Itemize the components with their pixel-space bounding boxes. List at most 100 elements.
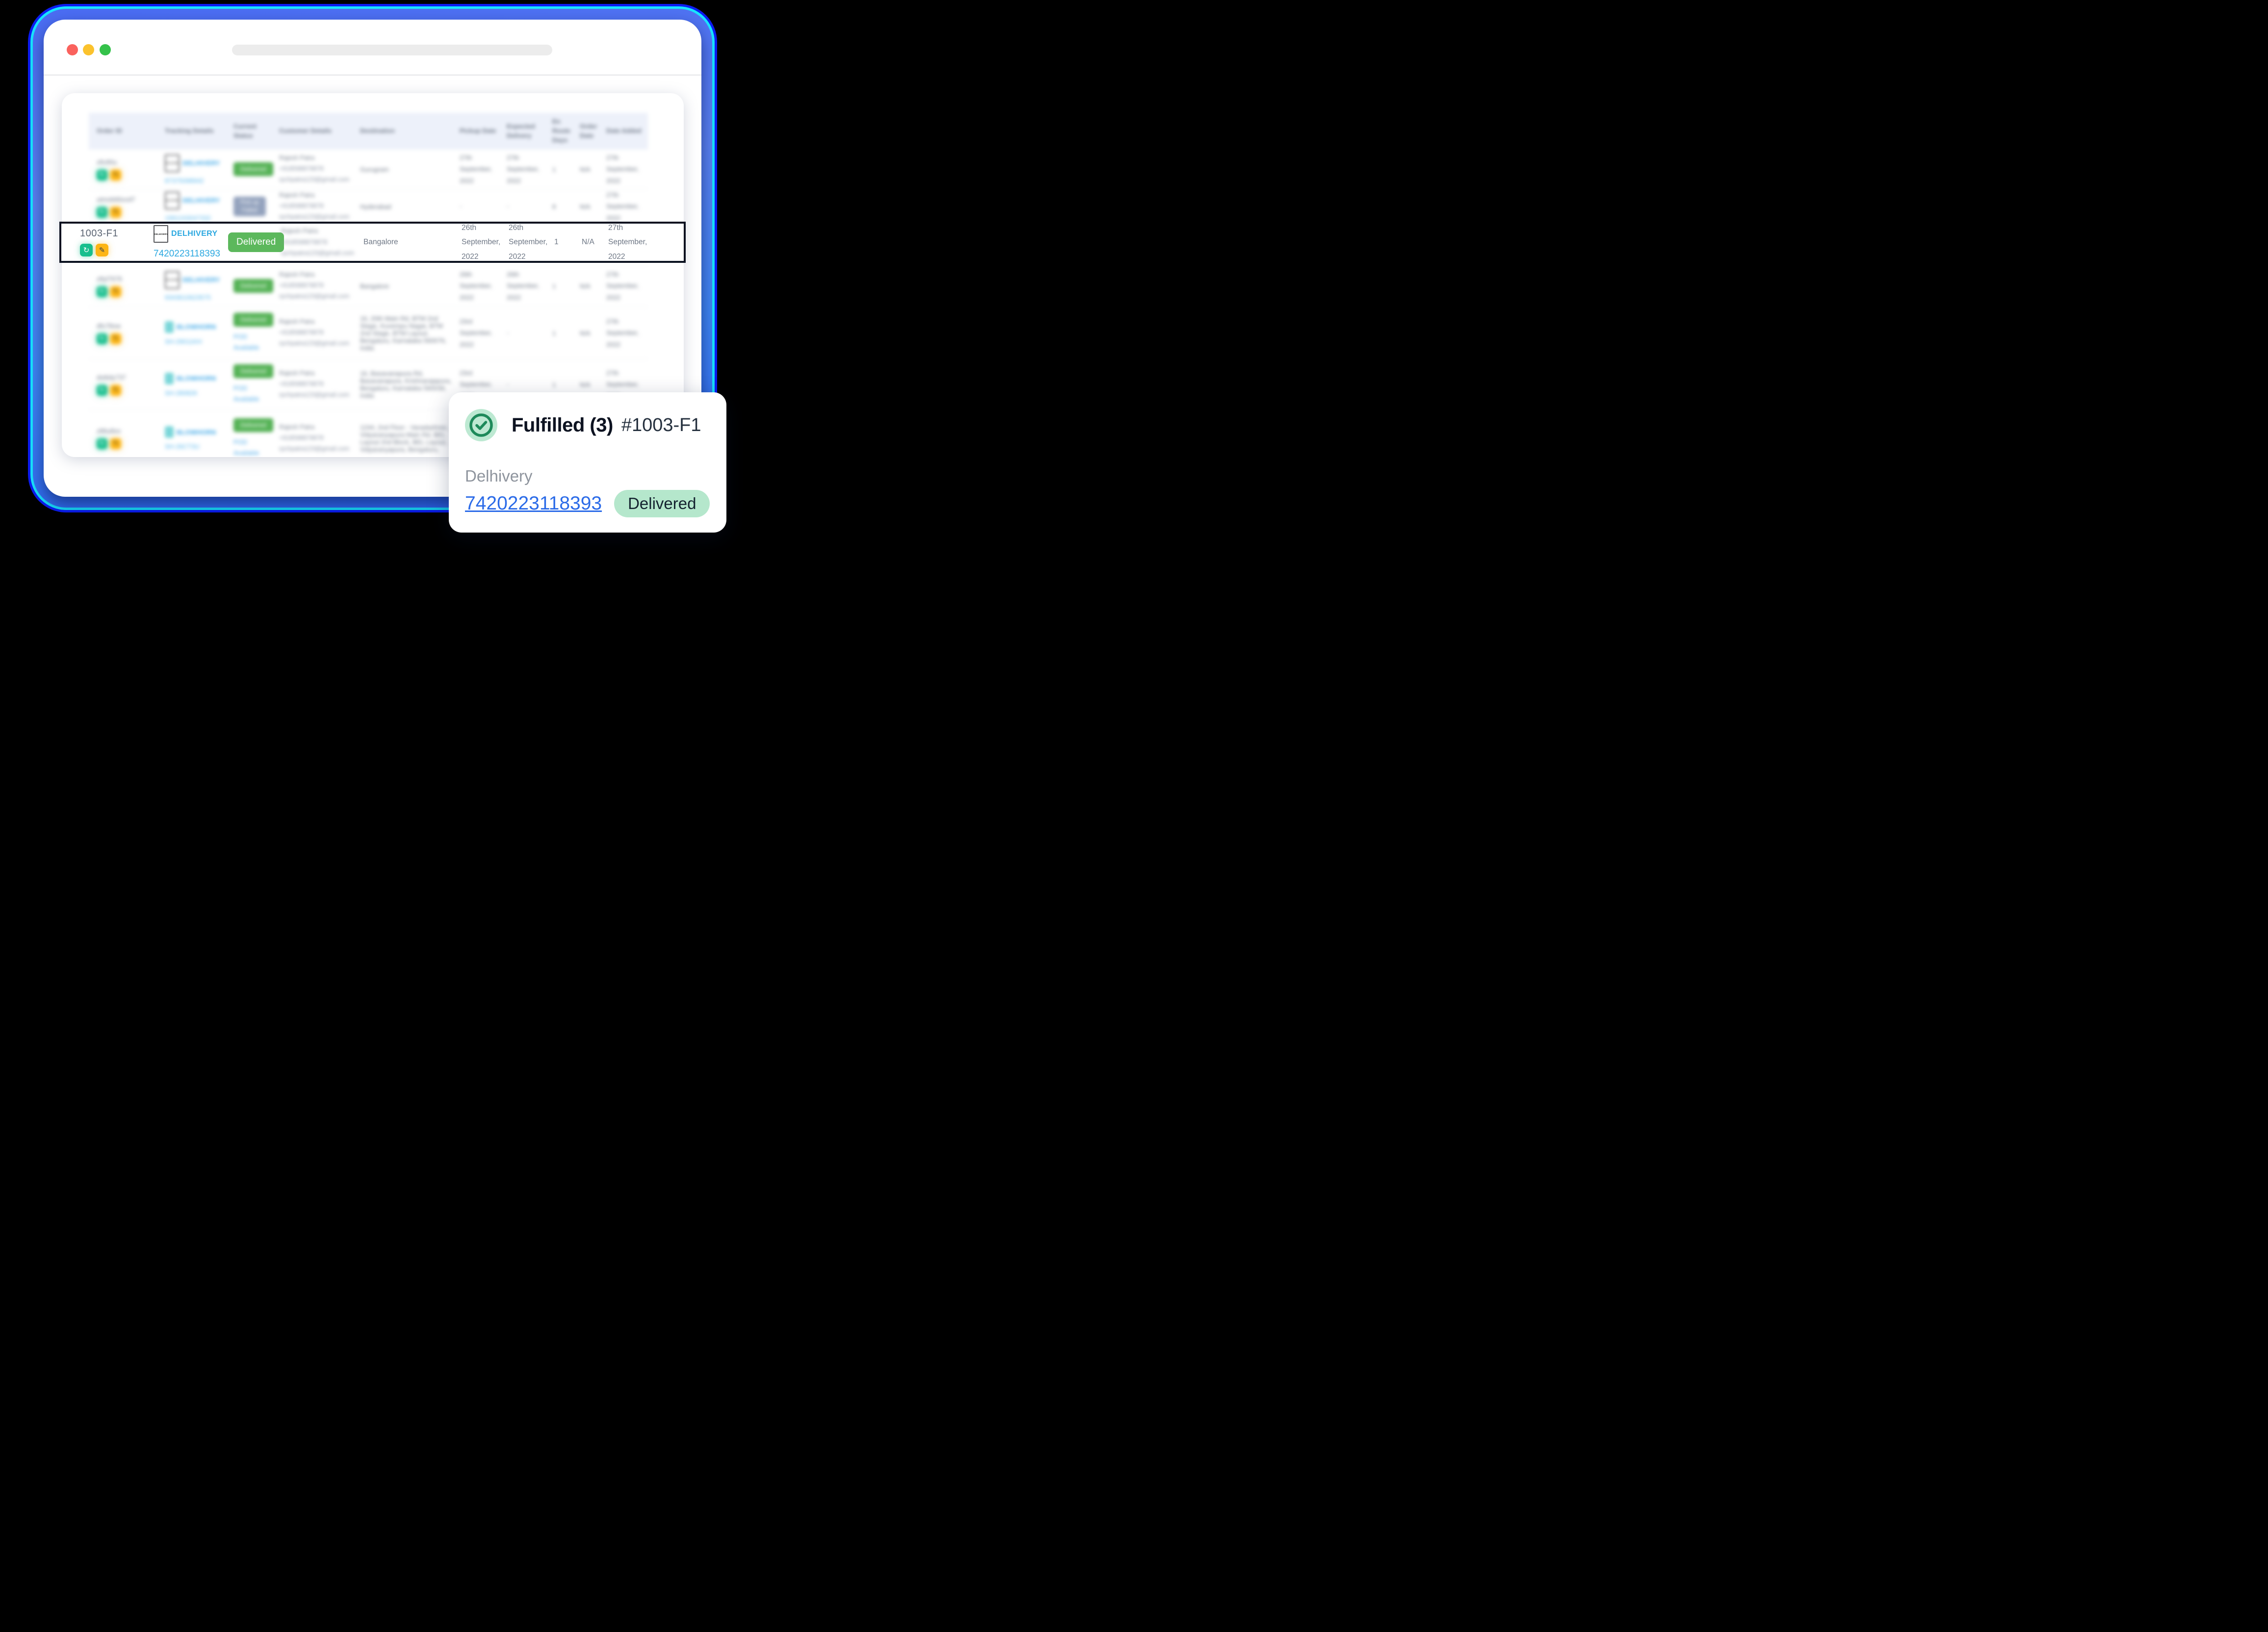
traffic-light-minimize-icon[interactable]: [83, 44, 94, 55]
order-cell: dst6dy737 ↻ ✎: [89, 374, 165, 396]
carrier-name-link[interactable]: DELHIVERY: [182, 159, 220, 167]
customer-phone: +918598879878: [279, 165, 324, 173]
column-header: Order Date: [580, 122, 597, 139]
tracking-cell: BLOWHORN SH-28082K: [165, 372, 233, 397]
status-badge: Delivered: [233, 418, 273, 432]
carrier-line: BLOWHORN: [165, 321, 229, 333]
order-id: dst6dy737: [97, 373, 126, 381]
tracking-link[interactable]: SH-28082K: [165, 389, 198, 397]
carrier-name-link[interactable]: DELHIVERY: [182, 197, 220, 204]
order-id: utmob66xod7: [97, 195, 135, 203]
carrier-name-link[interactable]: BLOWHORN: [177, 428, 216, 436]
table-row: xfiv90u ↻ ✎ DELHIVERY DELHIVERY 87375098942 De…: [89, 150, 648, 189]
status-badge: Delivered: [233, 364, 273, 379]
tracking-link[interactable]: SH-26CT3U: [165, 443, 200, 451]
tracking-link[interactable]: 87375098942: [165, 177, 204, 184]
customer-name: Rajesh Patra: [279, 192, 315, 199]
refresh-icon: ↻: [99, 440, 105, 448]
refresh-button[interactable]: ↻: [97, 333, 107, 344]
column-header: Date Added: [606, 127, 642, 135]
popup-tracking-link[interactable]: 7420223118393: [465, 493, 602, 514]
pencil-icon: ✎: [113, 440, 119, 448]
table-header-row: Order ID Tracking Details Current Status Cu…: [89, 113, 648, 150]
customer-phone: +918598879878: [279, 282, 324, 289]
destination-cell: 1244, 2nd Floor - Varadashree, Vidyarany…: [360, 423, 448, 453]
customer-cell: Rajesh Patra +918598879878 rpchpatra123@gm…: [279, 368, 360, 401]
expected-delivery-cell: 27th September, 2022: [507, 153, 540, 184]
edit-button[interactable]: ✎: [110, 206, 121, 218]
table-row: dfo78ow ↻ ✎ BLOWHORN SH-29011KH Delivered POD …: [89, 306, 648, 359]
column-header: Pickup Date: [460, 127, 496, 135]
pencil-icon: ✎: [113, 287, 119, 295]
edit-button[interactable]: ✎: [110, 286, 121, 297]
customer-phone: +918598879878: [281, 238, 328, 246]
refresh-button[interactable]: ↻: [97, 169, 107, 180]
order-date-cell: N/A: [580, 329, 591, 337]
order-id: z86u8zo: [97, 427, 121, 435]
pencil-icon: ✎: [113, 386, 119, 394]
tracking-cell: DELHIVERY DELHIVERY 9343610623575: [165, 271, 233, 301]
popup-status-pill: Delivered: [614, 490, 710, 517]
edit-button[interactable]: ✎: [110, 438, 121, 450]
customer-name: Rajesh Patra: [281, 227, 318, 234]
destination-cell: Gurugram: [360, 165, 389, 173]
order-cell: xfiv90u ↻ ✎: [89, 158, 165, 180]
pod-link[interactable]: POD Available: [233, 438, 259, 457]
pod-link[interactable]: POD Available: [233, 333, 259, 352]
order-cell: utmob66xod7 ↻ ✎: [89, 196, 165, 218]
status-cell: Delivered: [233, 162, 279, 176]
tracking-cell: BLOWHORN SH-26CT3U: [165, 426, 233, 450]
blowhorn-logo-icon: [165, 321, 174, 333]
tracking-cell: BLOWHORN SH-29011KH: [165, 321, 233, 345]
carrier-name-link[interactable]: BLOWHORN: [177, 375, 216, 382]
tracking-link[interactable]: 7420223118393: [154, 249, 220, 259]
carrier-line: BLOWHORN: [165, 372, 229, 384]
pickup-date-cell: 23rd September, 2022: [460, 318, 492, 348]
tracking-link[interactable]: 9343610623575: [165, 293, 211, 301]
edit-button[interactable]: ✎: [110, 384, 121, 396]
tracking-cell: DELHIVERY DELHIVERY 1991243047332: [165, 191, 233, 222]
traffic-light-close-icon[interactable]: [67, 44, 78, 55]
pencil-icon: ✎: [99, 246, 105, 255]
date-added-cell: 27th September, 2022: [606, 318, 639, 348]
customer-cell: Rajesh Patra +918598879878 rpchpatra123@gm…: [279, 317, 360, 349]
carrier-name-link[interactable]: DELHIVERY: [171, 230, 218, 238]
carrier-name-link[interactable]: DELHIVERY: [182, 276, 220, 284]
address-bar[interactable]: [232, 45, 552, 55]
order-id: dfo78ow: [97, 322, 121, 330]
edit-button[interactable]: ✎: [110, 169, 121, 180]
refresh-button[interactable]: ↻: [97, 438, 107, 450]
en-route-days-cell: 1: [552, 282, 556, 290]
refresh-button[interactable]: ↻: [97, 384, 107, 396]
blowhorn-logo-icon: [165, 372, 174, 384]
pod-link[interactable]: POD Available: [233, 384, 259, 403]
row-actions: ↻✎: [80, 244, 149, 256]
refresh-icon: ↻: [99, 287, 105, 295]
delhivery-logo: DELHIVERY: [165, 191, 180, 209]
refresh-button[interactable]: ↻: [97, 286, 107, 297]
carrier-name-link[interactable]: BLOWHORN: [177, 323, 216, 331]
status-cell: Delivered POD Available: [233, 418, 279, 457]
tracking-cell: DELHIVERY DELHIVERY 87375098942: [165, 154, 233, 184]
date-added-cell: 27th September, 2022: [606, 191, 639, 222]
customer-name: Rajesh Patra: [279, 423, 315, 431]
refresh-button[interactable]: ↻: [80, 244, 93, 256]
customer-name: Rajesh Patra: [279, 318, 315, 326]
refresh-button[interactable]: ↻: [97, 206, 107, 218]
tracking-link[interactable]: 1991243047332: [165, 214, 211, 222]
traffic-light-zoom-icon[interactable]: [100, 44, 111, 55]
row-actions: ↻✎: [97, 384, 160, 396]
edit-button[interactable]: ✎: [110, 333, 121, 344]
order-date-cell: N/A: [580, 381, 591, 388]
edit-button[interactable]: ✎: [96, 244, 108, 256]
tracking-link[interactable]: SH-29011KH: [165, 337, 202, 345]
order-date-cell: N/A: [582, 238, 594, 246]
pickup-date-cell: 26th September, 2022: [462, 223, 501, 261]
order-cell: 1003-F1↻✎: [80, 228, 154, 256]
highlighted-row: 1003-F1 ↻ ✎ DELHIVERY DELHIVERY 7420223118393…: [59, 222, 686, 263]
column-header: Tracking Details: [165, 127, 214, 135]
status-badge: Delivered: [228, 232, 284, 252]
